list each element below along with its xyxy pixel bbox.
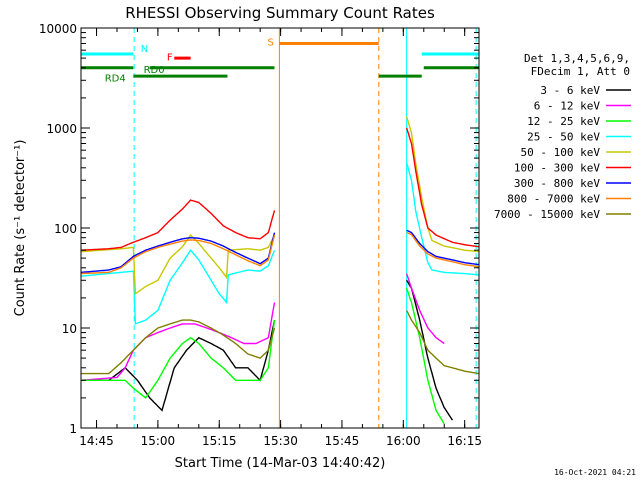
x-tick-label: 15:45 (325, 434, 360, 448)
legend: Det 1,3,4,5,6,9,FDecim 1, Att 0 3 - 6 keV… (494, 52, 631, 221)
series-line (81, 319, 276, 412)
legend-label: 3 - 6 keV (540, 84, 600, 97)
x-tick-label: 14:45 (79, 434, 114, 448)
series-2 (81, 287, 445, 425)
series-line (405, 116, 480, 253)
legend-label: 800 - 7000 keV (507, 193, 600, 206)
series-line (80, 234, 276, 275)
flag-label-n: N (141, 44, 148, 55)
series-5 (80, 127, 480, 251)
flag-label-rd0: RD0 (144, 65, 165, 76)
series-line (406, 279, 453, 421)
series-8 (81, 310, 480, 375)
series-line (80, 302, 276, 381)
series-4 (80, 116, 480, 296)
legend-header: FDecim 1, Att 0 (531, 65, 630, 78)
chart-title: RHESSI Observing Summary Count Rates (125, 4, 435, 22)
series-line (80, 199, 276, 251)
series-3 (81, 162, 480, 325)
legend-label: 100 - 300 keV (514, 162, 600, 175)
flag-label-rd4: RD4 (105, 73, 126, 84)
series-line (81, 320, 276, 399)
x-tick-label: 15:00 (141, 434, 176, 448)
series-line (406, 229, 480, 266)
series-0 (81, 279, 453, 421)
legend-label: 12 - 25 keV (527, 115, 600, 128)
y-tick-label: 1000 (46, 122, 77, 136)
x-axis-label: Start Time (14-Mar-03 14:40:42) (175, 456, 386, 471)
y-tick-label: 1 (69, 422, 77, 436)
legend-label: 6 - 12 keV (534, 100, 601, 113)
flag-label-s: S (268, 38, 274, 49)
series-line (80, 234, 276, 296)
series-line (81, 249, 276, 325)
legend-label: 300 - 800 keV (514, 177, 600, 190)
series-line (80, 232, 276, 274)
series-line (405, 310, 480, 375)
x-tick-label: 15:30 (263, 434, 298, 448)
series-line (405, 287, 445, 425)
flag-label-f: F (167, 52, 173, 63)
legend-label: 25 - 50 keV (527, 131, 600, 144)
y-tick-label: 100 (54, 222, 77, 236)
y-tick-label: 10 (62, 322, 77, 336)
series-line (405, 162, 480, 276)
legend-header: Det 1,3,4,5,6,9, (524, 52, 630, 65)
series-7 (80, 231, 480, 275)
x-tick-label: 16:15 (447, 434, 482, 448)
legend-label: 50 - 100 keV (521, 146, 601, 159)
timestamp: 16-Oct-2021 04:21 (554, 468, 636, 477)
series-6 (80, 229, 480, 274)
x-tick-label: 16:00 (386, 434, 421, 448)
series-1 (80, 273, 445, 381)
x-tick-label: 15:15 (202, 434, 237, 448)
series-line (405, 273, 445, 345)
y-axis-label: Count Rate (s⁻¹ detector⁻¹) (13, 140, 28, 317)
series-line (405, 127, 480, 248)
series-line (406, 231, 480, 268)
y-tick-label: 10000 (39, 22, 77, 36)
axes: 14:45 15:00 15:15 15:30 15:45 16:00 16:15 1 10 10… (39, 22, 482, 448)
plot-area: N F S RD0 RD4 (80, 28, 480, 428)
series-line (81, 319, 276, 375)
legend-label: 7000 - 15000 keV (494, 208, 600, 221)
